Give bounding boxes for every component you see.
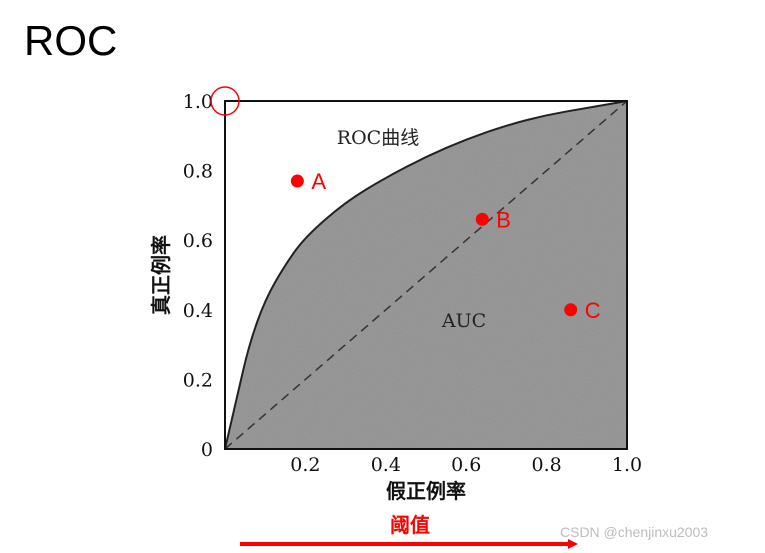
y-tick-label: 0.6 [183,230,213,252]
slide-title: ROC [24,17,118,64]
point-c: C [564,298,601,323]
auc-label: AUC [441,310,486,332]
point-marker [290,174,304,188]
x-tick-label: 0.8 [531,454,561,476]
corner-highlight-circle [210,86,240,116]
point-label: C [585,298,601,323]
roc-curve-line [224,100,628,450]
x-tick-label: 0.4 [371,454,401,476]
point-marker [564,303,578,317]
random-guess-diagonal [224,100,628,450]
sample-points: A B C [290,169,601,323]
y-tick-label: 0 [201,439,213,461]
point-label: A [311,169,326,194]
y-axis-ticks: 0 0.2 0.4 0.6 0.8 1.0 [183,91,213,461]
point-marker [475,212,489,226]
x-axis-ticks: 0.2 0.4 0.6 0.8 1.0 [290,454,642,476]
watermark: CSDN @chenjinxu2003 [560,524,709,540]
x-tick-label: 0.2 [290,454,320,476]
x-tick-label: 1.0 [612,454,642,476]
threshold-label: 阈值 [390,513,430,537]
roc-curve-label: ROC曲线 [337,127,419,149]
point-label: B [496,207,511,232]
y-axis-label: 真正例率 [149,235,173,315]
y-tick-label: 0.2 [183,369,213,391]
y-tick-label: 0.4 [183,300,213,322]
y-tick-label: 1.0 [183,91,213,113]
plot-frame [224,100,628,450]
point-b: B [475,207,511,232]
x-tick-label: 0.6 [451,454,481,476]
x-axis-label: 假正例率 [386,479,466,503]
y-tick-label: 0.8 [183,161,213,183]
point-a: A [290,169,326,194]
